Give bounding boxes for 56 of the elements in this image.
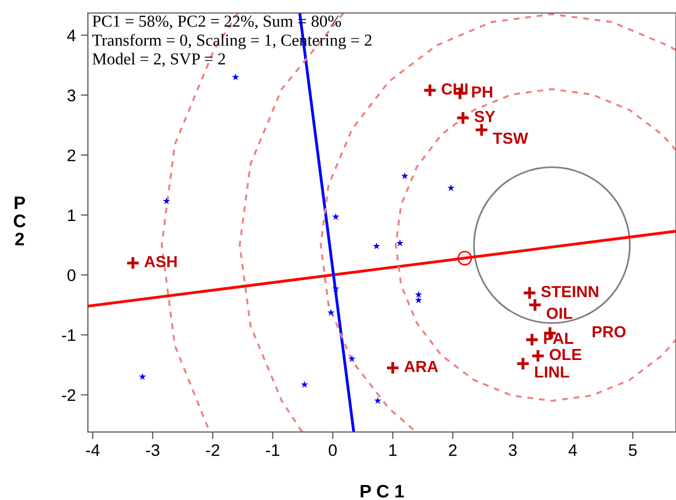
point: [232, 73, 240, 80]
x-tick-label: 4: [568, 444, 577, 456]
point: [474, 122, 489, 138]
point: [414, 290, 422, 298]
x-tick-label: -2: [206, 444, 220, 456]
x-axis-title: P C 1: [360, 484, 404, 498]
annotation: SY: [474, 110, 496, 122]
annotation: TSW: [492, 132, 528, 144]
point: [516, 356, 530, 371]
point: [374, 397, 382, 404]
x-tick-label: 0: [328, 444, 337, 456]
y-tick-label: 3: [67, 90, 76, 102]
point: [530, 348, 546, 364]
point: [447, 184, 455, 192]
y-tick-label: -1: [62, 329, 76, 341]
point: [126, 256, 140, 270]
y-tick-label: 2: [68, 149, 76, 162]
point: [457, 250, 472, 266]
x-tick-label: -4: [86, 444, 100, 456]
annotation: OIL: [546, 308, 572, 319]
point: [528, 298, 542, 312]
point: [456, 110, 470, 126]
x-tick-label: 5: [628, 444, 637, 456]
annotation: PH: [472, 86, 492, 98]
annotation: OLE: [550, 348, 582, 360]
annotation: Model = 2, SVP = 2: [92, 52, 226, 67]
x-tick-label: -3: [146, 444, 160, 456]
point: [372, 242, 380, 250]
point: [300, 380, 308, 388]
point: [138, 373, 146, 380]
annotation: LINL: [535, 366, 570, 378]
point: [524, 332, 540, 347]
y-tick-label: 1: [68, 210, 76, 222]
x-tick-label: 3: [508, 444, 517, 456]
x-tick-label: -1: [266, 444, 280, 456]
y-tick-label: 4: [67, 30, 76, 42]
point: [348, 355, 356, 362]
annotation: STEINN: [541, 286, 598, 298]
point: [396, 239, 404, 246]
point: [401, 172, 408, 180]
point: [386, 360, 400, 376]
y-tick-label: 0: [67, 269, 76, 282]
point: [332, 284, 340, 292]
point: [162, 197, 170, 204]
point: [332, 213, 340, 220]
annotation: ARA: [404, 361, 438, 372]
point: [327, 308, 335, 316]
y-axis-title: P C 2: [14, 196, 26, 246]
point: [422, 83, 438, 98]
y-tick-label: -2: [62, 389, 76, 401]
point: [414, 296, 422, 304]
point: [522, 286, 537, 300]
annotation: PRO: [592, 326, 626, 338]
annotation: ASH: [144, 256, 177, 268]
x-tick-label: 2: [448, 444, 457, 456]
x-tick-label: 1: [389, 444, 397, 456]
